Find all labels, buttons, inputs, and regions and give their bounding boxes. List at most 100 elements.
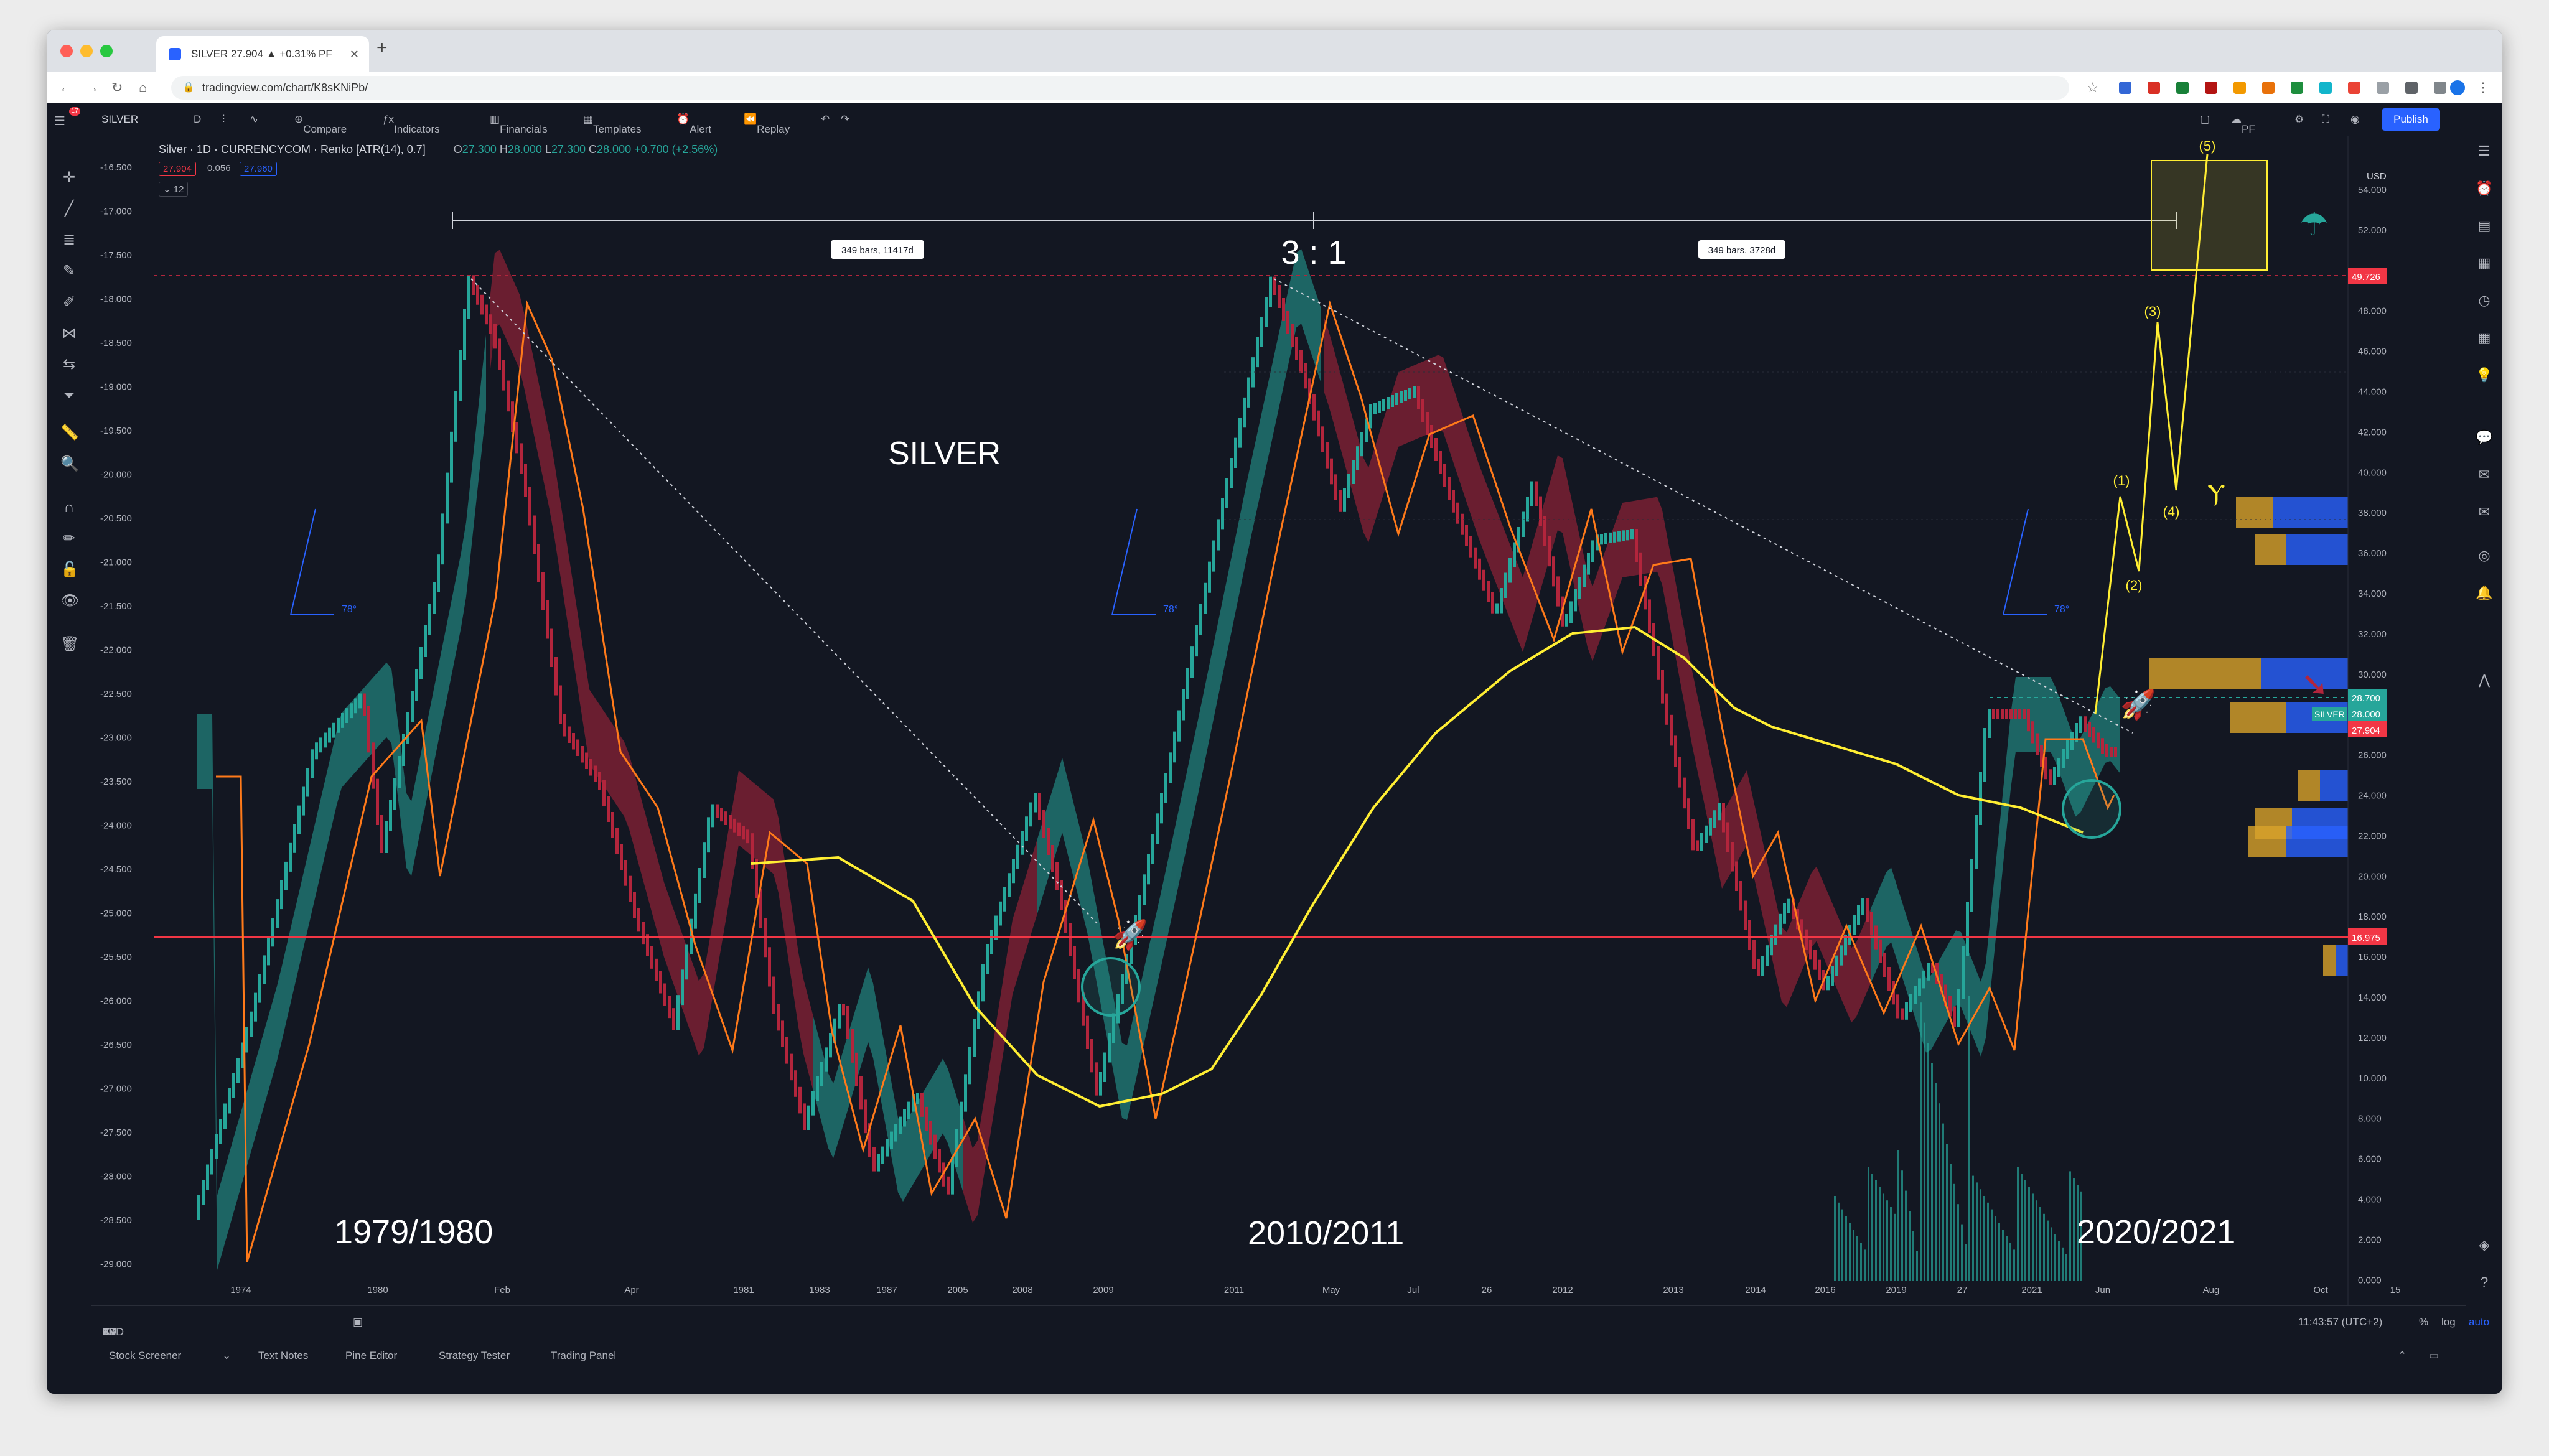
- back-icon[interactable]: ←: [59, 80, 73, 95]
- pen-icon[interactable]: ✐: [62, 294, 76, 310]
- extension-icon[interactable]: [2148, 82, 2160, 94]
- crosshair-icon[interactable]: ✛: [62, 169, 76, 186]
- bid-price-box[interactable]: 27.904: [159, 162, 196, 176]
- close-window-button[interactable]: [60, 45, 73, 57]
- help-icon[interactable]: ?: [2480, 1274, 2489, 1290]
- bell-icon[interactable]: 🔔: [2476, 585, 2493, 600]
- order-panel-icon[interactable]: ⋀: [2478, 672, 2491, 688]
- forward-icon[interactable]: →: [85, 80, 99, 95]
- indicator-collapse-button[interactable]: ⌄ 12: [159, 182, 189, 197]
- timeframe-3m[interactable]: 3M: [103, 1326, 118, 1338]
- indicators-button[interactable]: ƒx Indicators: [383, 113, 440, 135]
- extension-icon[interactable]: [2319, 82, 2332, 94]
- tab-text-notes[interactable]: Text Notes: [258, 1350, 309, 1361]
- profile-avatar[interactable]: [2450, 80, 2465, 95]
- extension-icon[interactable]: [2377, 82, 2389, 94]
- tab-pine-editor[interactable]: Pine Editor: [345, 1350, 398, 1361]
- lock-drawings-icon[interactable]: 🔓: [60, 561, 79, 578]
- templates-button[interactable]: ▦ Templates: [583, 113, 642, 135]
- trash-icon[interactable]: 🗑: [60, 636, 80, 653]
- timeframe-5d[interactable]: 5D: [103, 1326, 116, 1338]
- minimize-window-button[interactable]: [80, 45, 93, 57]
- watchlist-icon[interactable]: ☰: [2478, 143, 2491, 159]
- timeframe-5y[interactable]: 5Y: [103, 1326, 116, 1338]
- replay-button[interactable]: ⏪ Replay: [744, 113, 790, 135]
- data-window-icon[interactable]: ▤: [2477, 218, 2491, 233]
- redo-icon[interactable]: ↷: [841, 113, 850, 125]
- zoom-icon[interactable]: 🔍: [60, 455, 79, 472]
- collapse-panel-icon[interactable]: ⌃: [2398, 1350, 2407, 1361]
- layout-icon[interactable]: ▢: [2200, 113, 2210, 125]
- long-position-icon[interactable]: ⏷: [63, 387, 75, 404]
- extension-icon[interactable]: [2205, 82, 2217, 94]
- publish-button[interactable]: Publish: [2382, 108, 2440, 131]
- log-toggle[interactable]: log: [2441, 1316, 2456, 1328]
- timeframe-ytd[interactable]: YTD: [103, 1326, 124, 1338]
- calendar-icon[interactable]: ▦: [2477, 330, 2491, 345]
- chat-icon[interactable]: 💬: [2476, 429, 2493, 445]
- prediction-icon[interactable]: ⇆: [62, 356, 76, 373]
- new-tab-icon[interactable]: +: [377, 37, 388, 58]
- symbol-search[interactable]: SILVER: [101, 113, 139, 125]
- close-tab-icon[interactable]: ✕: [349, 48, 359, 60]
- extension-icon[interactable]: [2119, 82, 2131, 94]
- layers-icon[interactable]: ◈: [2479, 1237, 2490, 1253]
- messages-icon[interactable]: ✉: [2478, 504, 2491, 520]
- fib-retracement-icon[interactable]: ≣: [62, 231, 76, 248]
- auto-toggle[interactable]: auto: [2469, 1316, 2490, 1328]
- magnet-icon[interactable]: ∩: [63, 499, 75, 516]
- extension-icon[interactable]: [2262, 82, 2275, 94]
- interval-button[interactable]: D: [194, 113, 202, 125]
- url-field[interactable]: 🔒 tradingview.com/chart/K8sKNiPb/: [171, 76, 2069, 100]
- ask-price-box[interactable]: 27.960: [240, 162, 277, 176]
- reading-list-icon[interactable]: [2434, 82, 2446, 94]
- undo-icon[interactable]: ↶: [821, 113, 830, 125]
- financials-button[interactable]: ▥ Financials: [490, 113, 548, 135]
- alerts-clock-icon[interactable]: ⏰: [2476, 180, 2493, 196]
- stay-in-drawing-icon[interactable]: ✏: [62, 530, 76, 547]
- fullscreen-icon[interactable]: ⛶: [2322, 113, 2329, 125]
- timeframe-all[interactable]: All: [103, 1326, 115, 1338]
- browser-menu-icon[interactable]: ⋮: [2476, 80, 2490, 95]
- extension-icon[interactable]: [2233, 82, 2246, 94]
- timeframe-1m[interactable]: 1M: [103, 1326, 118, 1338]
- tab-trading-panel[interactable]: Trading Panel: [551, 1350, 617, 1361]
- percent-toggle[interactable]: %: [2419, 1316, 2429, 1328]
- hide-drawings-icon[interactable]: 👁: [60, 592, 80, 609]
- date-range-icon[interactable]: ▣: [353, 1316, 363, 1328]
- alert-button[interactable]: ⏰ Alert: [676, 113, 712, 135]
- stock-screener-chevron-icon[interactable]: ⌄: [222, 1350, 232, 1361]
- tab-stock-screener[interactable]: Stock Screener: [109, 1350, 182, 1361]
- indicator-type-icon[interactable]: ∿: [250, 113, 259, 125]
- tab-strategy-tester[interactable]: Strategy Tester: [439, 1350, 510, 1361]
- notifications-icon[interactable]: ✉: [2478, 467, 2491, 482]
- maximize-panel-icon[interactable]: ▭: [2429, 1350, 2439, 1361]
- camera-icon[interactable]: ◉: [2350, 113, 2360, 125]
- trend-line-icon[interactable]: ╱: [64, 200, 74, 217]
- timeframe-6m[interactable]: 6M: [103, 1326, 118, 1338]
- timeframe-1d[interactable]: 1D: [103, 1326, 116, 1338]
- hotlists-icon[interactable]: ▦: [2477, 255, 2491, 271]
- ideas-lightbulb-icon[interactable]: 💡: [2476, 367, 2493, 383]
- streams-icon[interactable]: ◎: [2478, 548, 2491, 563]
- price-chart[interactable]: -16.500 -17.000 -17.500 -18.000 -18.500 -19.0…: [91, 136, 2466, 1305]
- menu-icon[interactable]: ☰: [54, 114, 65, 128]
- home-icon[interactable]: ⌂: [139, 80, 147, 95]
- timeframe-1y[interactable]: 1Y: [103, 1326, 116, 1338]
- maximize-window-button[interactable]: [100, 45, 113, 57]
- extension-icon[interactable]: [2348, 82, 2360, 94]
- chart-type-icon[interactable]: ⫶: [222, 113, 225, 125]
- browser-tab[interactable]: SILVER 27.904 ▲ +0.31% PF ✕: [156, 36, 369, 72]
- extension-icon[interactable]: [2176, 82, 2189, 94]
- settings-gear-icon[interactable]: ⚙: [2294, 113, 2304, 125]
- ruler-icon[interactable]: 📏: [60, 424, 79, 441]
- bookmark-star-icon[interactable]: ☆: [2087, 80, 2099, 95]
- compare-button[interactable]: ⊕ Compare: [294, 113, 347, 135]
- brush-icon[interactable]: ✎: [62, 263, 76, 279]
- calendar-clock-icon[interactable]: ◷: [2478, 292, 2491, 308]
- reload-icon[interactable]: ↻: [111, 80, 123, 95]
- cloud-icon[interactable]: ☁ PF: [2231, 113, 2255, 135]
- puzzle-icon[interactable]: [2405, 82, 2418, 94]
- extension-icon[interactable]: [2291, 82, 2303, 94]
- pattern-icon[interactable]: ⋈: [62, 325, 77, 342]
